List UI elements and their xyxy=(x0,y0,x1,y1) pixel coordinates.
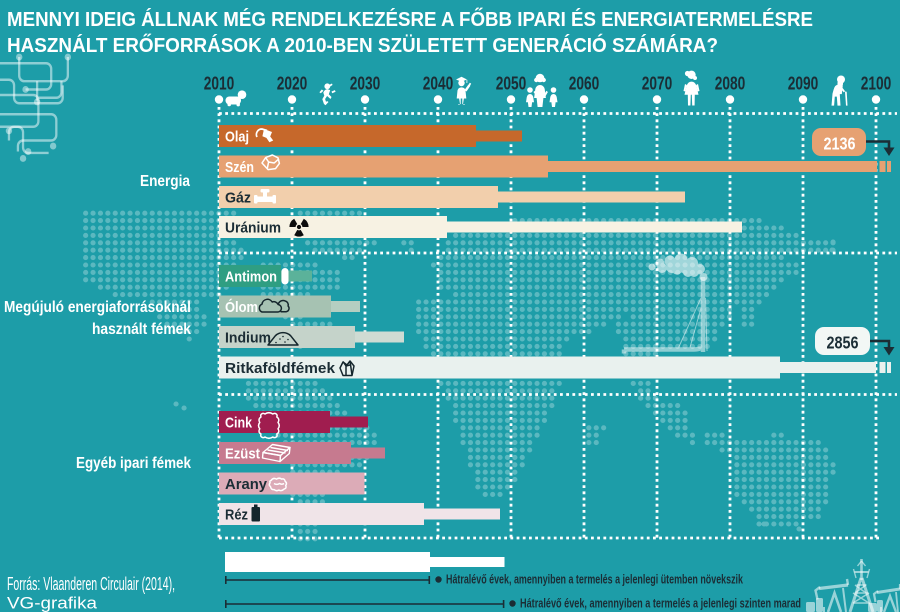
svg-text:2856: 2856 xyxy=(827,333,859,353)
svg-text:2020: 2020 xyxy=(277,74,308,94)
svg-text:Antimon: Antimon xyxy=(225,268,277,285)
svg-text:HASZNÁLT ERŐFORRÁSOK A 2010-BE: HASZNÁLT ERŐFORRÁSOK A 2010-BEN SZÜLETET… xyxy=(7,33,718,57)
svg-text:Egyéb ipari fémek: Egyéb ipari fémek xyxy=(76,455,191,472)
svg-text:Ezüst: Ezüst xyxy=(225,445,260,462)
svg-text:2050: 2050 xyxy=(496,74,527,94)
svg-text:Ólom: Ólom xyxy=(225,298,258,316)
svg-text:2060: 2060 xyxy=(569,74,600,94)
svg-text:Szén: Szén xyxy=(225,159,254,176)
svg-text:2010: 2010 xyxy=(204,74,235,94)
svg-text:Indium: Indium xyxy=(225,329,271,346)
svg-text:2136: 2136 xyxy=(824,134,856,154)
svg-text:MENNYI IDEIG ÁLLNAK MÉG RENDEL: MENNYI IDEIG ÁLLNAK MÉG RENDELKEZÉSRE A … xyxy=(7,8,813,31)
svg-text:Cink: Cink xyxy=(225,414,253,431)
svg-text:Hátralévő évek, amennyiben a t: Hátralévő évek, amennyiben a termelés a … xyxy=(520,597,801,611)
svg-text:Uránium: Uránium xyxy=(225,219,281,236)
svg-text:2030: 2030 xyxy=(350,74,381,94)
svg-text:Megújuló energiaforrásoknál: Megújuló energiaforrásoknál xyxy=(4,299,191,316)
svg-text:2040: 2040 xyxy=(423,74,454,94)
svg-text:Forrás: Vlaanderen Circulair (: Forrás: Vlaanderen Circulair (2014), xyxy=(7,574,175,594)
svg-text:Gáz: Gáz xyxy=(225,189,251,206)
svg-text:Ritkaföldfémek: Ritkaföldfémek xyxy=(225,360,336,377)
svg-text:2070: 2070 xyxy=(642,74,673,94)
svg-text:2090: 2090 xyxy=(788,74,819,94)
svg-text:Hátralévő évek, amennyiben a t: Hátralévő évek, amennyiben a termelés a … xyxy=(446,573,743,587)
svg-text:Réz: Réz xyxy=(225,506,248,523)
svg-text:Arany: Arany xyxy=(225,476,268,493)
svg-text:Energia: Energia xyxy=(140,173,190,190)
svg-text:Olaj: Olaj xyxy=(225,128,249,145)
svg-text:2100: 2100 xyxy=(861,74,892,94)
svg-text:használt fémek: használt fémek xyxy=(92,321,191,338)
svg-text:2080: 2080 xyxy=(715,74,746,94)
svg-text:VG-grafika: VG-grafika xyxy=(7,594,98,612)
